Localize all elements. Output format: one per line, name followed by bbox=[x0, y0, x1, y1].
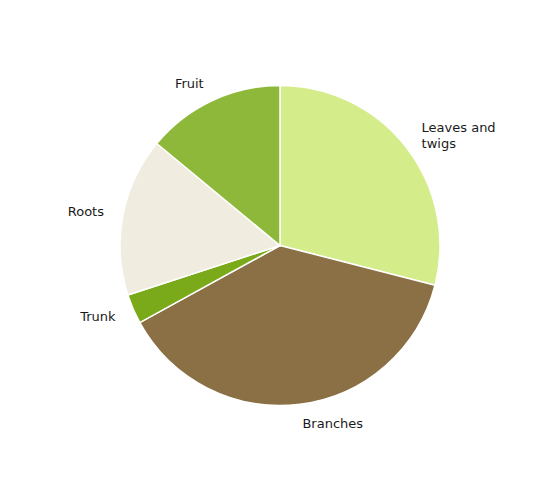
slice-label-line: Leaves and bbox=[422, 120, 496, 135]
slice-label-line: Roots bbox=[68, 204, 104, 219]
pie: Leaves andtwigs Branches Trunk Roots Fruit bbox=[68, 76, 496, 431]
slice-label: Trunk bbox=[79, 309, 116, 324]
labels: Leaves andtwigs Branches Trunk Roots Fruit bbox=[68, 76, 496, 431]
slice-label: Leaves andtwigs bbox=[422, 120, 496, 151]
slice-label-line: Trunk bbox=[79, 309, 116, 324]
chart: Leaves andtwigs Branches Trunk Roots Fruit bbox=[0, 0, 560, 491]
slice-label-line: Fruit bbox=[175, 76, 204, 91]
slice-label-line: twigs bbox=[422, 136, 457, 151]
slice-label: Branches bbox=[302, 416, 363, 431]
slices bbox=[120, 86, 440, 406]
slice bbox=[157, 86, 280, 246]
slice-label: Roots bbox=[68, 204, 104, 219]
slice-label-line: Branches bbox=[302, 416, 363, 431]
slice-label: Fruit bbox=[175, 76, 204, 91]
